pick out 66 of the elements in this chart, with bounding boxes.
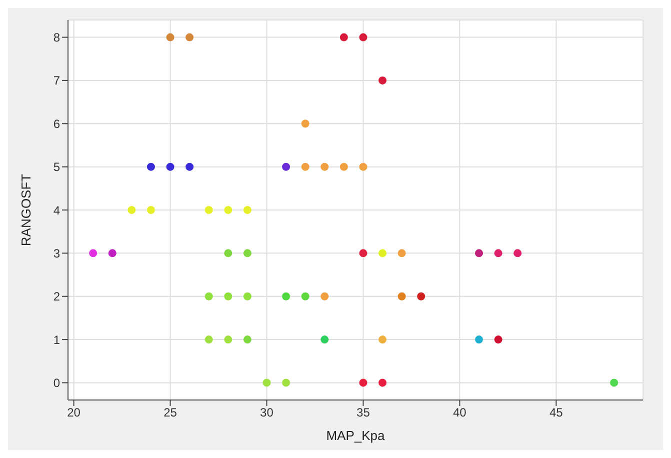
x-tick-label: 45 <box>549 406 564 420</box>
point <box>398 249 406 258</box>
point <box>243 292 252 300</box>
point <box>378 76 387 84</box>
point <box>146 206 155 214</box>
y-tick-label: 8 <box>53 30 60 45</box>
point <box>224 292 232 300</box>
point <box>417 292 426 300</box>
point <box>146 162 155 171</box>
point <box>243 206 252 214</box>
point <box>89 249 98 258</box>
point <box>128 206 136 214</box>
point <box>243 336 252 344</box>
point <box>301 120 310 128</box>
x-tick-label: 20 <box>67 406 81 420</box>
y-tick-label: 4 <box>53 203 60 218</box>
point <box>186 33 194 42</box>
point <box>301 162 310 171</box>
point <box>494 249 502 258</box>
point <box>186 162 194 171</box>
point <box>359 249 368 258</box>
point <box>320 162 329 171</box>
point <box>378 249 387 258</box>
y-axis-title: RANGOSFT <box>18 174 34 246</box>
point <box>359 33 368 42</box>
point <box>282 378 290 387</box>
y-tick-label: 6 <box>53 116 60 131</box>
x-tick-label: 35 <box>356 406 370 420</box>
point <box>166 162 174 171</box>
point <box>340 162 348 171</box>
y-tick-label: 5 <box>53 160 60 174</box>
point <box>282 292 290 300</box>
point <box>610 378 618 387</box>
y-tick-label: 3 <box>53 246 60 260</box>
point <box>301 292 310 300</box>
point <box>320 336 329 344</box>
point <box>204 292 213 300</box>
point <box>204 206 213 214</box>
y-tick-label: 1 <box>53 332 60 347</box>
point <box>359 162 368 171</box>
x-tick-label: 40 <box>453 406 467 420</box>
point <box>224 336 232 344</box>
point <box>378 378 387 387</box>
y-tick-label: 2 <box>53 290 60 304</box>
point <box>359 378 368 387</box>
y-tick-label: 7 <box>53 74 60 88</box>
x-axis-title: MAP_Kpa <box>326 428 386 443</box>
x-tick-label: 25 <box>164 406 178 420</box>
point <box>166 33 174 42</box>
point <box>340 33 348 42</box>
point <box>514 249 522 258</box>
point <box>378 336 387 344</box>
y-tick-label: 0 <box>53 376 60 390</box>
point <box>204 336 213 344</box>
point <box>282 162 290 171</box>
point <box>262 378 271 387</box>
point <box>474 336 483 344</box>
point <box>224 249 232 258</box>
point <box>320 292 329 300</box>
point <box>494 336 502 344</box>
point <box>474 249 483 258</box>
point <box>398 292 406 300</box>
x-tick-label: 30 <box>260 406 274 420</box>
point <box>243 249 252 258</box>
point <box>108 249 116 258</box>
point <box>224 206 232 214</box>
